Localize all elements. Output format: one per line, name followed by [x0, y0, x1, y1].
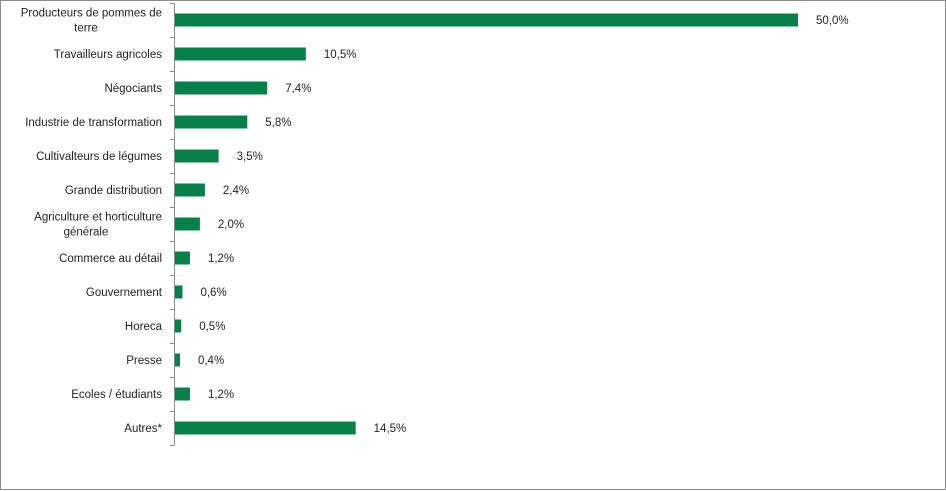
bar [175, 183, 205, 197]
data-label: 1,2% [208, 253, 234, 265]
bar [175, 251, 190, 265]
category-label: Cultivalteurs de légumes [36, 151, 162, 163]
bar [175, 353, 180, 367]
data-label: 1,2% [208, 389, 234, 401]
category-label: Gouvernement [86, 287, 163, 299]
data-label: 14,5% [374, 423, 407, 435]
category-label: Travailleurs agricoles [54, 49, 162, 61]
category-label: Ecoles / étudiants [71, 389, 162, 401]
category-label: Presse [126, 355, 162, 367]
data-label: 7,4% [285, 83, 311, 95]
data-label: 50,0% [816, 15, 849, 27]
bar [175, 319, 182, 333]
bar [175, 149, 219, 163]
bar [175, 81, 268, 95]
category-label: Industrie de transformation [25, 117, 162, 129]
data-label: 0,6% [200, 287, 226, 299]
category-label: Horeca [125, 321, 163, 333]
data-label: 2,4% [223, 185, 249, 197]
category-label: Producteurs de pommes de [21, 8, 162, 20]
data-label: 10,5% [324, 49, 357, 61]
category-label: Agriculture et horticulture [34, 212, 162, 224]
category-label: Grande distribution [65, 185, 162, 197]
category-label: terre [74, 23, 98, 35]
bar [175, 47, 306, 61]
data-label: 0,5% [199, 321, 225, 333]
category-label: Autres* [124, 423, 162, 435]
data-label: 0,4% [198, 355, 224, 367]
category-label: Commerce au détail [59, 253, 162, 265]
category-label: générale [64, 227, 109, 239]
bar [175, 285, 183, 299]
data-label: 5,8% [265, 117, 291, 129]
bar [175, 13, 798, 27]
bar [175, 217, 200, 231]
data-label: 3,5% [237, 151, 263, 163]
bar [175, 115, 248, 129]
data-label: 2,0% [218, 219, 244, 231]
category-label: Négociants [104, 83, 162, 95]
bar [175, 421, 356, 435]
bar [175, 387, 190, 401]
